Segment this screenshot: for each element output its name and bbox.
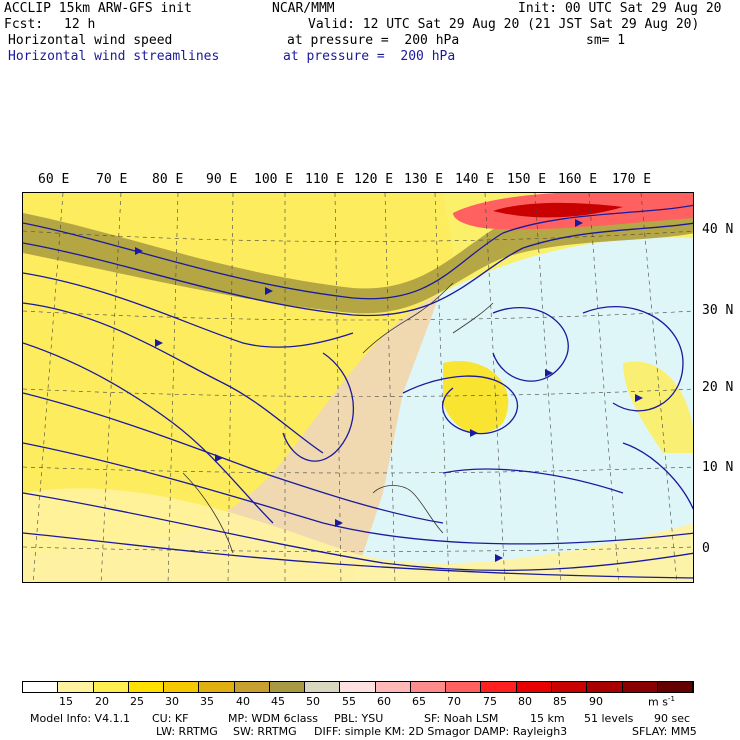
- shortwave-scheme: SW: RRTMG: [233, 725, 297, 738]
- time-step: 90 sec: [654, 712, 691, 725]
- colorbar-tick: 20: [95, 695, 109, 708]
- colorbar-swatch: [234, 682, 270, 692]
- resolution: 15 km: [530, 712, 565, 725]
- colorbar-swatch: [622, 682, 658, 692]
- lon-label: 60 E: [38, 172, 70, 187]
- colorbar-tick: 50: [306, 695, 320, 708]
- colorbar-swatch: [93, 682, 129, 692]
- field-wind-speed-level: at pressure = 200 hPa: [287, 33, 460, 48]
- colorbar: [22, 681, 694, 693]
- colorbar-tick: 15: [59, 695, 73, 708]
- colorbar-units: m s-1: [648, 695, 675, 709]
- model-title: ACCLIP 15km ARW-GFS init: [4, 1, 192, 16]
- colorbar-swatch: [375, 682, 411, 692]
- colorbar-swatch: [23, 682, 59, 692]
- colorbar-tick: 70: [447, 695, 461, 708]
- streamlines: [23, 204, 693, 579]
- colorbar-swatch: [446, 682, 482, 692]
- colorbar-tick: 35: [200, 695, 214, 708]
- colorbar-swatch: [410, 682, 447, 692]
- init-time: Init: 00 UTC Sat 29 Aug 20: [518, 1, 722, 16]
- lon-label: 140 E: [455, 172, 495, 187]
- lon-label: 150 E: [507, 172, 547, 187]
- colorbar-tick: 80: [518, 695, 532, 708]
- jet-maximum-core: [493, 202, 623, 218]
- pbl-scheme: PBL: YSU: [334, 712, 384, 725]
- organization: NCAR/MMM: [272, 1, 335, 16]
- lat-label: 0: [702, 541, 710, 556]
- forecast-hour: 12 h: [64, 17, 96, 32]
- colorbar-tick: 25: [130, 695, 144, 708]
- colorbar-swatch: [657, 682, 694, 692]
- lon-label: 110 E: [305, 172, 345, 187]
- lat-label: 10 N: [702, 460, 734, 475]
- lon-label: 80 E: [152, 172, 184, 187]
- model-info: Model Info: V4.1.1: [30, 712, 131, 725]
- lon-label: 170 E: [612, 172, 652, 187]
- microphysics-scheme: MP: WDM 6class: [228, 712, 318, 725]
- colorbar-swatch: [128, 682, 165, 692]
- colorbar-swatch: [305, 682, 341, 692]
- surface-scheme: SF: Noah LSM: [424, 712, 499, 725]
- colorbar-swatch: [481, 682, 517, 692]
- colorbar-tick: 85: [553, 695, 567, 708]
- smoothing-value: sm= 1: [586, 33, 626, 48]
- wind-band-east: [623, 361, 693, 453]
- surface-layer-scheme: SFLAY: MM5: [632, 725, 697, 738]
- lon-label: 130 E: [404, 172, 444, 187]
- forecast-label: Fcst:: [4, 17, 44, 32]
- colorbar-swatch: [587, 682, 623, 692]
- colorbar-tick: 65: [412, 695, 426, 708]
- lon-label: 100 E: [254, 172, 294, 187]
- vertical-levels: 51 levels: [584, 712, 634, 725]
- wind-map-graphic: [23, 193, 693, 582]
- wind-band-tropical: [23, 488, 693, 582]
- colorbar-tick: 60: [377, 695, 391, 708]
- graticule: [23, 193, 693, 582]
- field-streamlines-level: at pressure = 200 hPa: [283, 49, 456, 64]
- colorbar-tick: 40: [236, 695, 250, 708]
- colorbar-swatch: [199, 682, 235, 692]
- lon-label: 70 E: [96, 172, 128, 187]
- colorbar-tick: 30: [165, 695, 179, 708]
- field-wind-speed: Horizontal wind speed: [8, 33, 173, 48]
- lat-label: 40 N: [702, 222, 734, 237]
- colorbar-tick: 75: [483, 695, 497, 708]
- valid-time: Valid: 12 UTC Sat 29 Aug 20 (21 JST Sat …: [308, 17, 700, 32]
- colorbar-swatch: [269, 682, 306, 692]
- lon-label: 160 E: [558, 172, 598, 187]
- lon-label: 90 E: [206, 172, 238, 187]
- streamline-arrows: [135, 219, 643, 562]
- colorbar-tick: 55: [342, 695, 356, 708]
- lat-label: 20 N: [702, 380, 734, 395]
- colorbar-tick: 45: [271, 695, 285, 708]
- colorbar-swatch: [340, 682, 376, 692]
- longwave-scheme: LW: RRTMG: [156, 725, 218, 738]
- colorbar-swatch: [516, 682, 552, 692]
- lon-label: 120 E: [354, 172, 394, 187]
- colorbar-units-text: m s: [648, 695, 668, 709]
- cumulus-scheme: CU: KF: [152, 712, 189, 725]
- wind-map: [22, 192, 694, 583]
- colorbar-swatch: [164, 682, 200, 692]
- diffusion-damping: DIFF: simple KM: 2D Smagor DAMP: Rayleig…: [314, 725, 568, 738]
- coastlines: [182, 282, 494, 554]
- field-streamlines: Horizontal wind streamlines: [8, 49, 220, 64]
- lat-label: 30 N: [702, 303, 734, 318]
- colorbar-swatch: [58, 682, 94, 692]
- colorbar-swatch: [551, 682, 588, 692]
- colorbar-tick: 90: [589, 695, 603, 708]
